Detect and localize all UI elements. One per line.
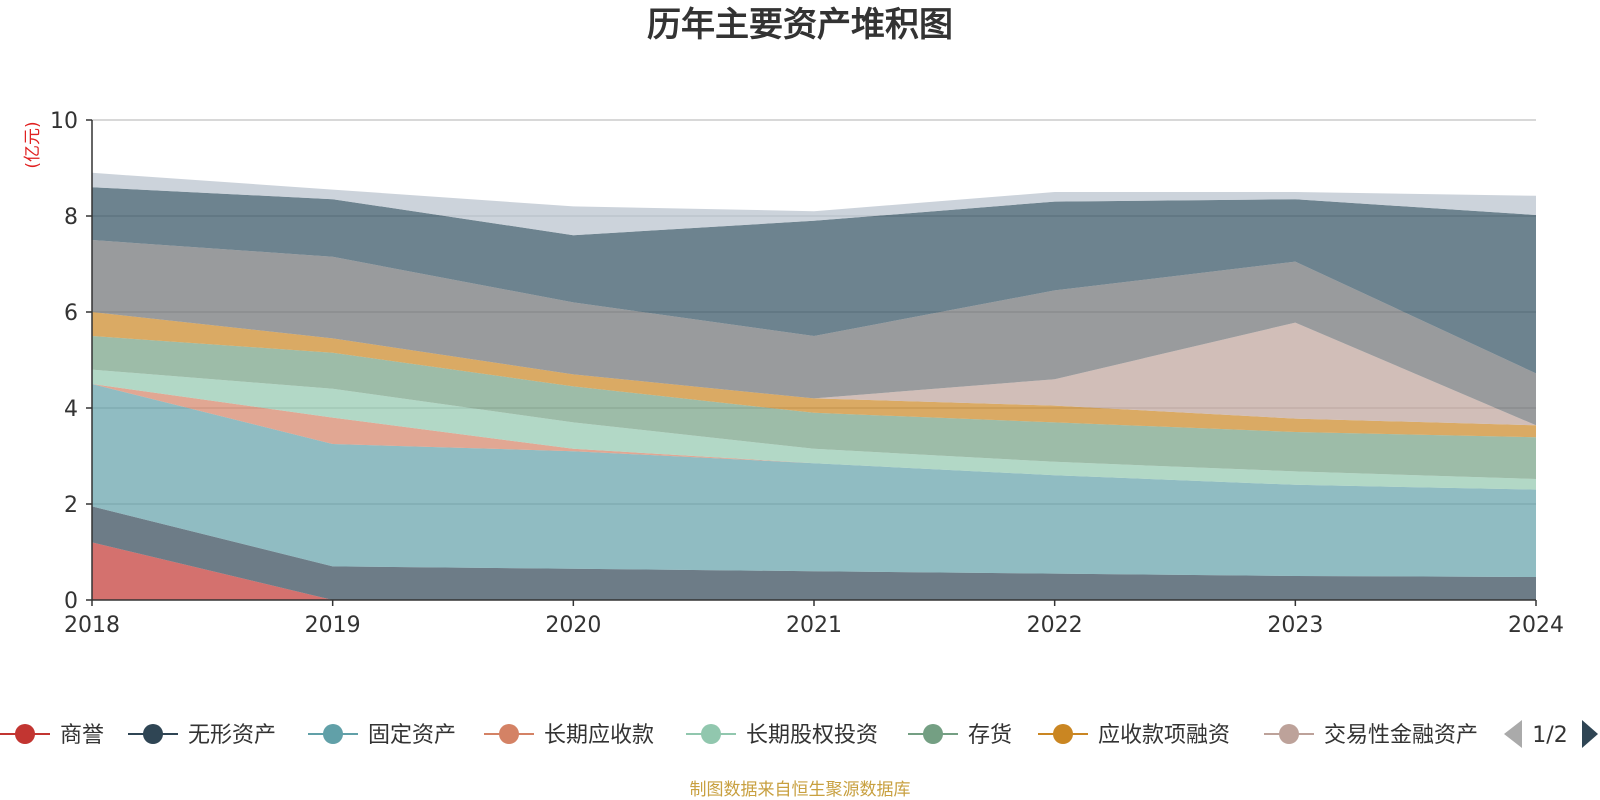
chart-title: 历年主要资产堆积图 <box>647 5 953 45</box>
y-axis-label: (亿元) <box>23 121 43 168</box>
legend-label: 无形资产 <box>188 723 276 748</box>
legend-marker-icon <box>923 724 943 744</box>
y-tick-label: 8 <box>64 205 78 230</box>
legend-pager: 1/2 <box>1504 720 1598 748</box>
area-series-group <box>92 172 1536 600</box>
x-tick-label: 2020 <box>545 613 601 638</box>
legend-item[interactable]: 存货 <box>908 723 1012 748</box>
area-series-6[interactable] <box>92 336 1536 479</box>
legend-label: 存货 <box>968 723 1012 748</box>
x-tick-label: 2024 <box>1508 613 1564 638</box>
area-series-9[interactable] <box>92 240 1536 426</box>
legend-marker-icon <box>15 724 35 744</box>
legend-label: 固定资产 <box>368 723 456 748</box>
x-tick-label: 2021 <box>786 613 842 638</box>
data-source-note: 制图数据来自恒生聚源数据库 <box>690 780 911 800</box>
y-tick-label: 10 <box>50 109 78 134</box>
legend-item[interactable]: 长期应收款 <box>484 723 654 748</box>
legend-label: 长期应收款 <box>544 723 654 748</box>
legend-label: 长期股权投资 <box>746 723 878 748</box>
legend-marker-icon <box>143 724 163 744</box>
legend-page-indicator: 1/2 <box>1532 723 1567 748</box>
legend-next-icon[interactable] <box>1582 720 1598 748</box>
area-series-11[interactable] <box>92 172 1536 236</box>
legend-item[interactable]: 固定资产 <box>308 723 456 748</box>
legend-marker-icon <box>323 724 343 744</box>
legend-item[interactable]: 商誉 <box>0 723 104 748</box>
x-tick-label: 2022 <box>1027 613 1083 638</box>
legend-marker-icon <box>701 724 721 744</box>
legend-label: 应收款项融资 <box>1098 723 1230 748</box>
legend-marker-icon <box>1279 724 1299 744</box>
y-tick-label: 0 <box>64 589 78 614</box>
area-series-4[interactable] <box>92 384 1536 490</box>
legend-prev-icon[interactable] <box>1504 720 1522 748</box>
axes: 0 2 4 6 8 10 2018 2019 2020 2021 2022 2023 2024 <box>50 109 1564 638</box>
area-series-3[interactable] <box>92 384 1536 577</box>
legend: 商誉 无形资产 固定资产 长期应收款 长期股权投资 存货 应收款项融资 交易性金融资产 <box>0 723 1478 748</box>
area-series-7[interactable] <box>92 312 1536 438</box>
area-series-8[interactable] <box>92 312 1536 426</box>
x-tick-label: 2019 <box>305 613 361 638</box>
x-tick-label: 2023 <box>1267 613 1323 638</box>
area-series-2[interactable] <box>92 506 1536 600</box>
legend-marker-icon <box>499 724 519 744</box>
legend-marker-icon <box>1053 724 1073 744</box>
area-series-5[interactable] <box>92 369 1536 490</box>
legend-item[interactable]: 无形资产 <box>128 723 276 748</box>
y-tick-label: 6 <box>64 301 78 326</box>
legend-label: 交易性金融资产 <box>1324 723 1478 748</box>
area-series-1[interactable] <box>92 542 1536 600</box>
area-series-10[interactable] <box>92 187 1536 374</box>
legend-label: 商誉 <box>60 723 104 748</box>
legend-item[interactable]: 应收款项融资 <box>1038 723 1230 748</box>
legend-item[interactable]: 交易性金融资产 <box>1264 723 1478 748</box>
y-tick-label: 4 <box>64 397 78 422</box>
y-tick-label: 2 <box>64 493 78 518</box>
x-tick-label: 2018 <box>64 613 120 638</box>
legend-item[interactable]: 长期股权投资 <box>686 723 878 748</box>
